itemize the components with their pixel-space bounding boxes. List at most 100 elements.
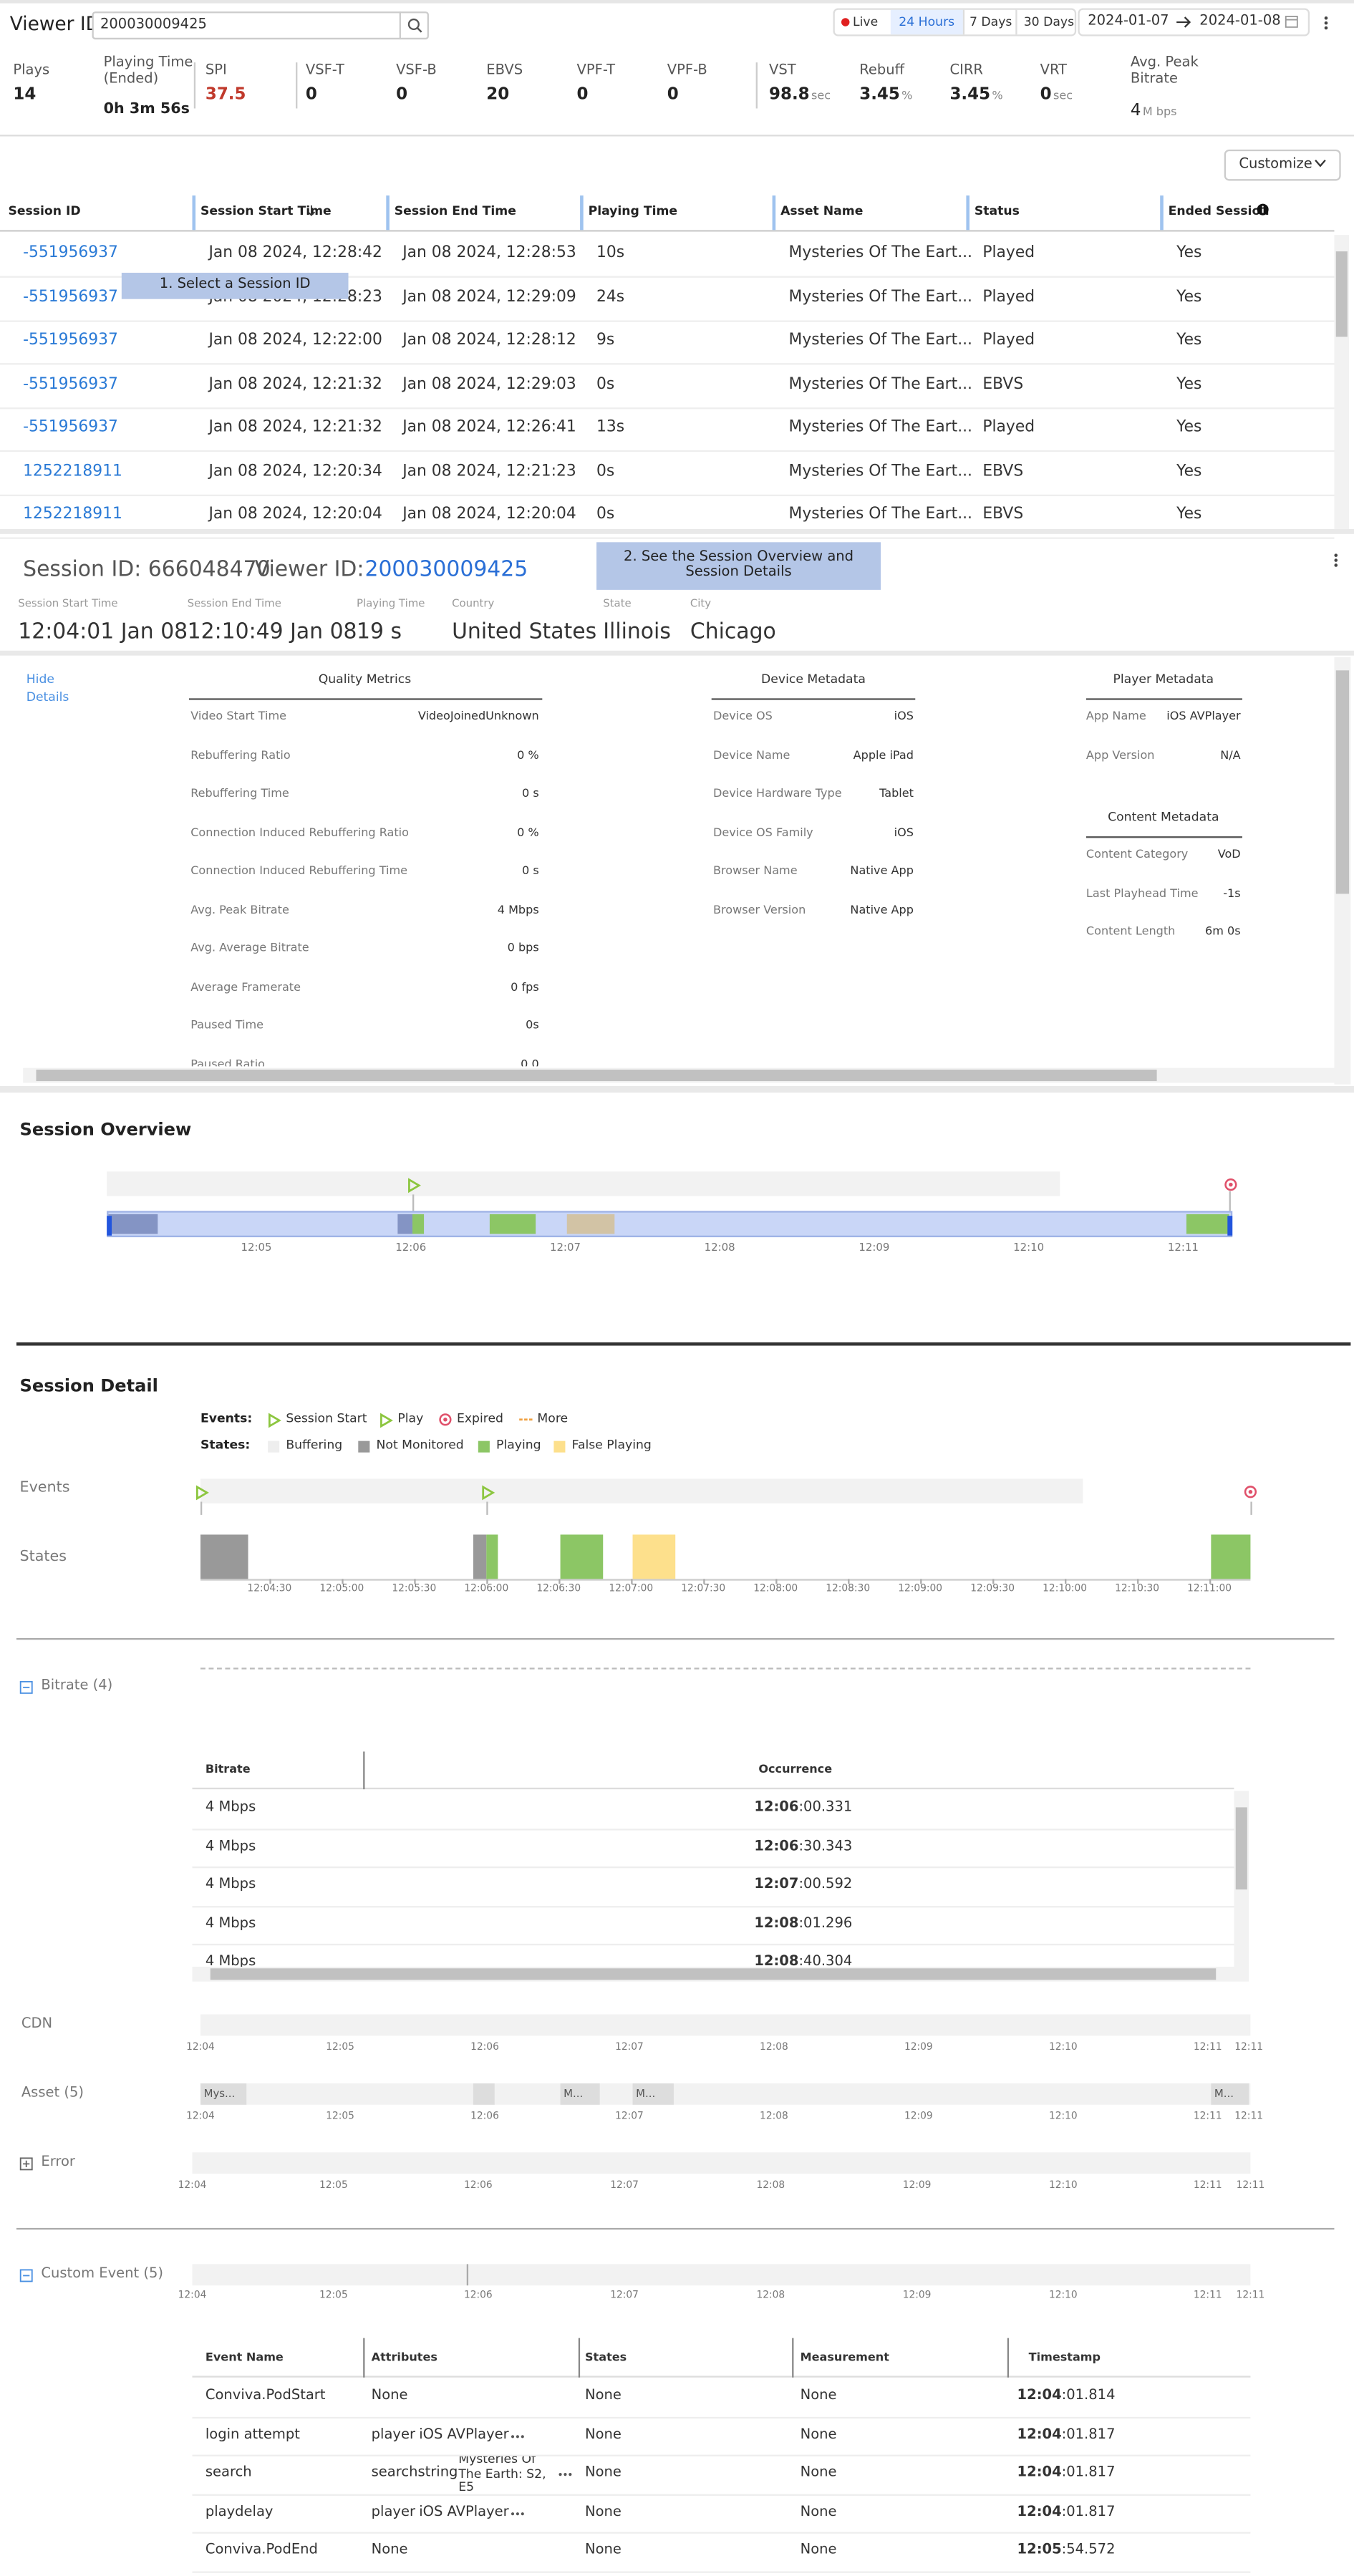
column-header[interactable]: Session ID bbox=[8, 203, 81, 218]
more-attrs-part[interactable] bbox=[516, 2434, 519, 2438]
session-menu-part[interactable] bbox=[1334, 553, 1338, 557]
session-menu-part[interactable] bbox=[1334, 558, 1338, 562]
cell: Yes bbox=[1176, 418, 1202, 437]
tick-mark bbox=[631, 1579, 633, 1584]
state-baseline bbox=[200, 1579, 1251, 1581]
session-link[interactable]: -551956937 bbox=[23, 374, 118, 393]
column-header: States bbox=[584, 2350, 627, 2365]
column-header[interactable]: Status bbox=[974, 203, 1020, 218]
text-part: % bbox=[901, 89, 913, 102]
tick-label: 12:11 bbox=[1193, 2109, 1222, 2121]
cell: None bbox=[584, 2464, 622, 2481]
more-attrs-part[interactable] bbox=[516, 2511, 519, 2515]
column-header[interactable]: Session End Time bbox=[394, 203, 516, 218]
more-attrs-part[interactable] bbox=[511, 2434, 515, 2438]
detail-label: Rebuffering Ratio bbox=[190, 748, 291, 762]
viewer-search-box[interactable] bbox=[92, 11, 429, 40]
more-attrs[interactable] bbox=[558, 2471, 572, 2478]
table-header bbox=[192, 1751, 1234, 1790]
session-link[interactable]: -551956937 bbox=[23, 331, 118, 349]
session-link[interactable]: 1252218911 bbox=[23, 505, 122, 524]
hide-details[interactable]: Details bbox=[26, 689, 69, 704]
session-link[interactable]: 1252218911 bbox=[23, 461, 122, 480]
session-link[interactable]: -551956937 bbox=[23, 287, 118, 306]
field-value: 12:04:01 Jan 08 bbox=[18, 620, 188, 645]
column-header[interactable]: Session Start Time bbox=[200, 203, 332, 218]
state-block bbox=[1211, 1534, 1251, 1579]
date-to[interactable]: 2024-01-08 bbox=[1199, 12, 1281, 29]
column-header[interactable]: Ended Session bbox=[1168, 203, 1270, 218]
more-attrs-part[interactable] bbox=[558, 2473, 562, 2476]
toggle-part[interactable] bbox=[19, 1680, 33, 1694]
tick-label: 12:08 bbox=[760, 2109, 788, 2121]
header-menu-part[interactable] bbox=[1324, 16, 1328, 20]
cell: Mysteries Of The Eart... bbox=[788, 331, 973, 349]
metric-value: 14 bbox=[13, 86, 36, 105]
column-header: Event Name bbox=[205, 2350, 284, 2365]
session-menu-part[interactable] bbox=[1334, 563, 1338, 567]
row-label: Asset (5) bbox=[21, 2085, 84, 2102]
range-button[interactable]: 30 Days bbox=[1023, 13, 1075, 29]
tick-label: 12:05 bbox=[241, 1240, 272, 1254]
customize-label[interactable]: Customize bbox=[1239, 155, 1312, 173]
toggle[interactable] bbox=[19, 2157, 33, 2171]
more-attrs-part[interactable] bbox=[564, 2473, 567, 2476]
tick-label: 12:06 bbox=[470, 2040, 499, 2053]
column-header[interactable]: Playing Time bbox=[588, 203, 678, 218]
customize-button[interactable] bbox=[1224, 149, 1341, 181]
legend-item: Session Start bbox=[286, 1410, 367, 1426]
section-underline bbox=[1085, 836, 1242, 838]
legend-swatch bbox=[358, 1440, 370, 1452]
more-attrs[interactable] bbox=[511, 2509, 524, 2516]
expired-event bbox=[1224, 1178, 1237, 1191]
legend-item: Playing bbox=[496, 1437, 541, 1452]
metric-separator bbox=[193, 62, 196, 109]
toggle[interactable] bbox=[19, 2269, 33, 2282]
tick-label: 12:04 bbox=[186, 2040, 215, 2053]
metric-value: 98.8 sec bbox=[769, 86, 831, 105]
more-attrs[interactable] bbox=[511, 2433, 524, 2439]
more-attrs-part[interactable] bbox=[521, 2511, 524, 2515]
search-icon-part bbox=[417, 27, 422, 33]
date-range-box[interactable] bbox=[1078, 8, 1310, 37]
viewer-id-link[interactable]: 200030009425 bbox=[364, 558, 528, 583]
tick-label: 12:08 bbox=[756, 2179, 785, 2191]
live-button[interactable]: Live bbox=[853, 13, 879, 29]
session-menu[interactable] bbox=[1333, 553, 1339, 567]
tick-label: 12:09:00 bbox=[898, 1582, 943, 1594]
range-button[interactable]: 24 Hours bbox=[899, 13, 955, 29]
toggle-part[interactable] bbox=[19, 2269, 33, 2282]
tick-mark bbox=[992, 1579, 994, 1584]
search-value[interactable]: 200030009425 bbox=[100, 16, 207, 33]
calendar-icon bbox=[1285, 16, 1298, 28]
section-title: Quality Metrics bbox=[318, 671, 412, 687]
field-label: Country bbox=[452, 596, 495, 611]
cell: 4 Mbps bbox=[205, 1799, 256, 1816]
cell: 0s bbox=[596, 505, 615, 524]
tick-label: 12:05:00 bbox=[319, 1582, 364, 1594]
search-button[interactable] bbox=[399, 11, 429, 40]
toggle-part[interactable] bbox=[23, 2160, 30, 2167]
more-attrs-part[interactable] bbox=[511, 2511, 515, 2515]
column-separator bbox=[386, 195, 389, 231]
range-button[interactable]: 7 Days bbox=[969, 13, 1012, 29]
detail-value: 4 Mbps bbox=[497, 902, 539, 916]
toggle-part[interactable] bbox=[19, 2157, 33, 2171]
hide-details[interactable]: Hide bbox=[26, 671, 54, 687]
header-menu-part[interactable] bbox=[1324, 21, 1328, 25]
arrow-icon-part bbox=[1176, 16, 1191, 28]
toggle[interactable] bbox=[19, 1680, 33, 1694]
column-header[interactable]: Asset Name bbox=[780, 203, 864, 218]
expired-event bbox=[1244, 1486, 1257, 1498]
header-menu[interactable] bbox=[1322, 16, 1329, 30]
more-attrs-part[interactable] bbox=[569, 2473, 572, 2476]
session-link[interactable]: -551956937 bbox=[23, 418, 118, 437]
header-menu-part[interactable] bbox=[1324, 26, 1328, 30]
session-link[interactable]: -551956937 bbox=[23, 243, 118, 263]
more-attrs-part[interactable] bbox=[521, 2434, 524, 2438]
detail-label: Browser Version bbox=[712, 902, 806, 916]
date-from[interactable]: 2024-01-07 bbox=[1088, 12, 1169, 29]
cell: Played bbox=[982, 331, 1035, 349]
